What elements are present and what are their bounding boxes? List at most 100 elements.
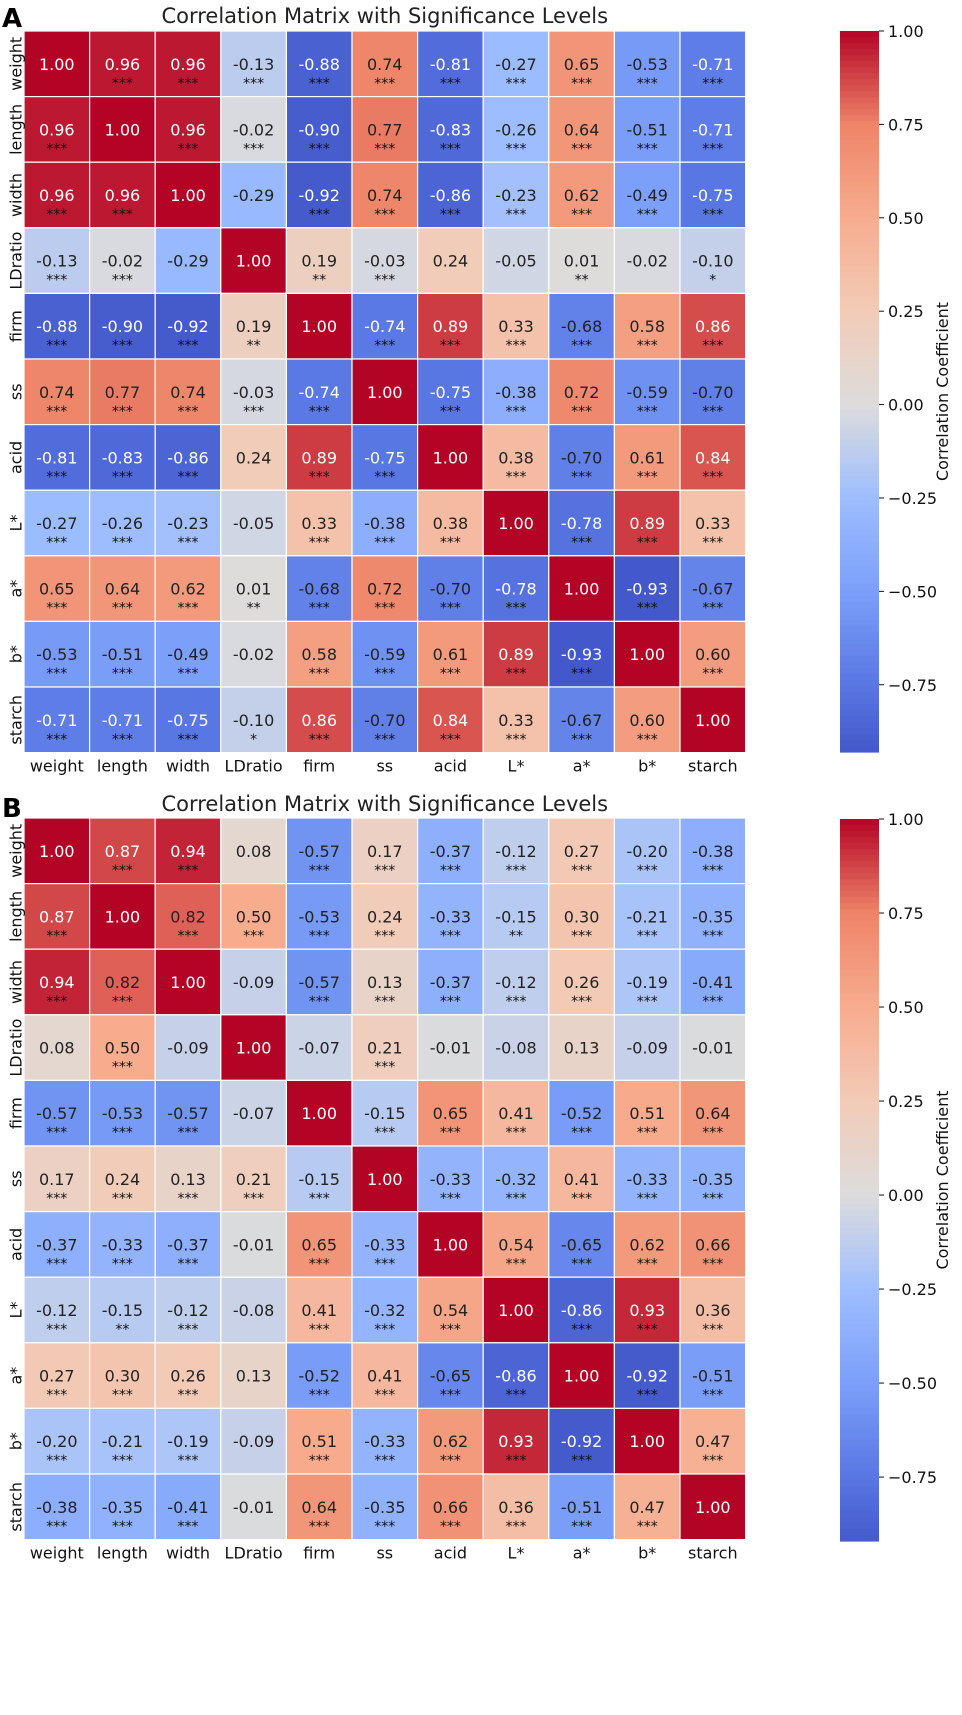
cell-value-label: 0.89	[629, 514, 665, 533]
heatmap-cell	[613, 1342, 681, 1410]
colorbar-segment	[840, 957, 879, 964]
significance-label: ***	[178, 732, 199, 748]
colorbar-segment	[840, 1173, 879, 1181]
cell-value-label: -0.88	[298, 55, 339, 74]
colorbar-segment	[840, 1480, 879, 1488]
cell-value-label: -0.01	[233, 1235, 274, 1254]
colorbar-segment	[840, 703, 879, 711]
colorbar-segment	[840, 1342, 879, 1350]
colorbar-segment	[840, 577, 879, 585]
cell-value-label: 0.08	[236, 842, 272, 861]
cell-value-label: -0.59	[364, 645, 405, 664]
cell-value-label: 1.00	[105, 120, 141, 139]
colorbar-segment	[840, 1161, 879, 1169]
y-tick-label: L*	[7, 1302, 26, 1319]
cell-value-label: 0.41	[367, 1367, 403, 1386]
significance-label: ***	[440, 1125, 461, 1141]
heatmap-cell	[23, 1079, 91, 1147]
heatmap-cell	[351, 1079, 419, 1147]
significance-label: ***	[571, 535, 592, 551]
colorbar-segment	[840, 385, 879, 393]
significance-label: ***	[637, 207, 658, 223]
cell-value-label: -0.38	[692, 842, 733, 861]
cell-value-label: -0.08	[495, 1039, 536, 1058]
cell-value-label: -0.67	[561, 711, 602, 730]
cell-value-label: -0.93	[561, 645, 602, 664]
cell-value-label: -0.37	[36, 1235, 77, 1254]
heatmap-cell	[679, 620, 747, 688]
cell-value-label: 0.96	[170, 120, 206, 139]
cell-value-label: -0.75	[167, 711, 208, 730]
colorbar-segment	[840, 739, 879, 747]
heatmap-cell	[285, 948, 353, 1016]
cell-value-label: 0.89	[301, 448, 337, 467]
significance-label: ***	[46, 1322, 67, 1338]
colorbar-segment	[840, 187, 879, 194]
significance-label: ***	[637, 1322, 658, 1338]
colorbar-title: Correlation Coefficient	[933, 1090, 952, 1269]
cell-value-label: 0.84	[433, 711, 469, 730]
colorbar-segment	[840, 583, 879, 591]
significance-label: ***	[374, 338, 395, 354]
heatmap-cell	[679, 1014, 747, 1081]
colorbar-segment	[840, 1408, 879, 1416]
heatmap-cell	[417, 227, 484, 295]
colorbar-segment	[840, 1053, 879, 1061]
significance-label: ***	[506, 1191, 527, 1207]
colorbar-segment	[840, 487, 879, 495]
y-tick-label: acid	[7, 441, 26, 474]
x-tick-label: a*	[573, 757, 591, 776]
heatmap-cell	[88, 1276, 156, 1344]
heatmap-cell	[548, 555, 615, 622]
heatmap-cell	[679, 1473, 747, 1541]
cell-value-label: -0.13	[233, 55, 274, 74]
colorbar-segment	[840, 1246, 879, 1253]
significance-label: ***	[178, 1322, 199, 1338]
cell-value-label: 0.47	[695, 1432, 731, 1451]
colorbar-tick-label: −0.25	[888, 489, 937, 508]
colorbar-segment	[840, 1420, 879, 1428]
significance-label: ***	[374, 1519, 395, 1535]
cell-value-label: -0.86	[495, 1367, 536, 1386]
heatmap-cell	[220, 620, 288, 688]
cell-value-label: -0.08	[233, 1301, 274, 1320]
cell-value-label: 1.00	[695, 711, 731, 730]
significance-label: ***	[506, 76, 527, 92]
cell-value-label: 0.54	[498, 1235, 534, 1254]
colorbar-segment	[840, 1252, 879, 1259]
colorbar-segment	[840, 819, 879, 826]
heatmap-cell	[679, 227, 747, 295]
colorbar-segment	[840, 115, 879, 122]
cell-value-label: -0.83	[102, 448, 143, 467]
colorbar-segment	[840, 439, 879, 447]
heatmap-cell	[154, 620, 222, 688]
heatmap-cell	[88, 1342, 156, 1410]
colorbar-segment	[840, 355, 879, 363]
colorbar-segment	[840, 313, 879, 320]
cell-value-label: 1.00	[498, 1301, 534, 1320]
colorbar-segment	[840, 1125, 879, 1133]
heatmap-cell	[154, 948, 222, 1016]
cell-value-label: 0.84	[695, 448, 731, 467]
heatmap-cell	[613, 424, 681, 491]
cell-value-label: -0.52	[561, 1104, 602, 1123]
significance-label: ***	[702, 1256, 723, 1272]
cell-value-label: -0.10	[233, 711, 274, 730]
significance-label: ***	[46, 469, 67, 485]
x-tick-label: width	[166, 1544, 210, 1563]
significance-label: ***	[374, 732, 395, 748]
significance-label: ***	[46, 141, 67, 157]
colorbar-segment	[840, 1089, 879, 1097]
x-tick-label: ss	[376, 757, 393, 776]
cell-value-label: 0.72	[367, 580, 403, 599]
significance-label: ***	[374, 863, 395, 879]
cell-value-label: 0.65	[564, 55, 600, 74]
cell-value-label: 1.00	[433, 1235, 469, 1254]
heatmap-cell	[548, 1473, 615, 1541]
colorbar-segment	[840, 1492, 879, 1500]
cell-value-label: -0.03	[233, 383, 274, 402]
significance-label: ***	[46, 1256, 67, 1272]
colorbar-segment	[840, 1065, 879, 1073]
panel-letter: A	[2, 4, 22, 34]
heatmap-cell	[23, 30, 91, 98]
